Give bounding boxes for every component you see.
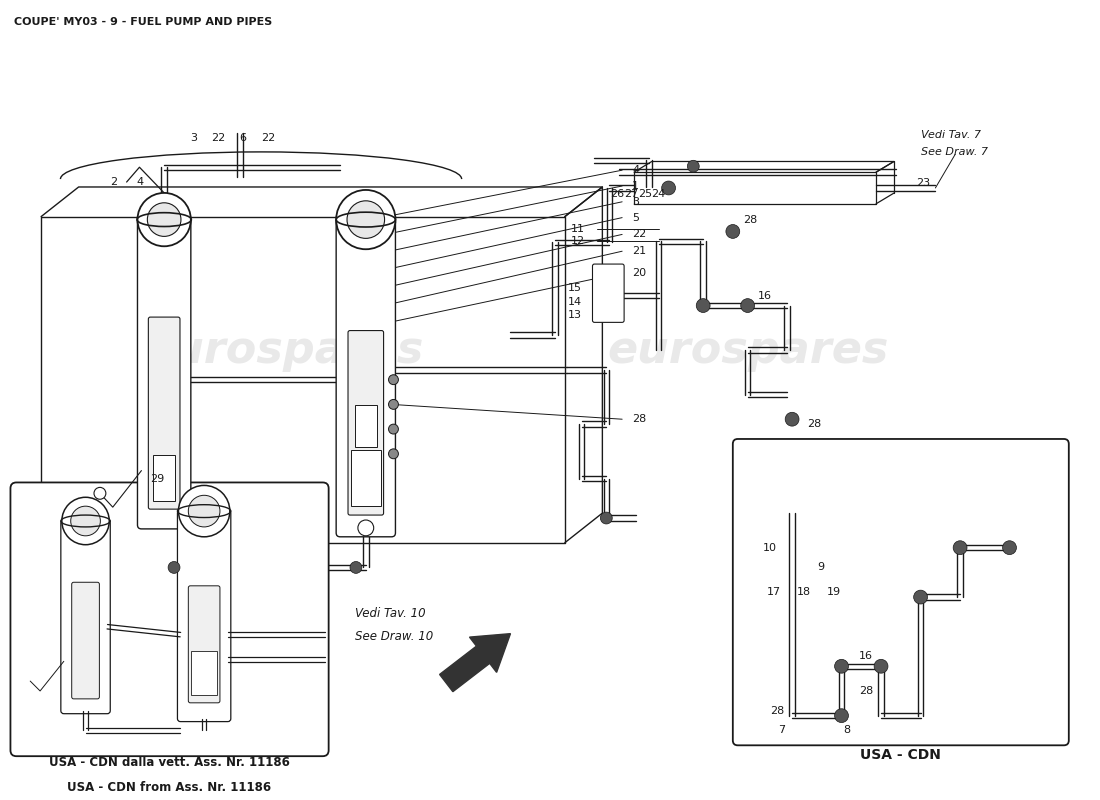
- Text: 28: 28: [859, 686, 873, 696]
- Text: eurospares: eurospares: [143, 329, 424, 371]
- Text: Vedi Tav. 10: Vedi Tav. 10: [355, 607, 426, 620]
- FancyBboxPatch shape: [191, 651, 217, 695]
- FancyBboxPatch shape: [348, 330, 384, 515]
- Circle shape: [346, 201, 385, 238]
- Circle shape: [662, 181, 675, 195]
- FancyBboxPatch shape: [10, 482, 329, 756]
- Text: See Draw. 10: See Draw. 10: [355, 630, 433, 643]
- Text: 3: 3: [190, 133, 197, 142]
- Text: USA - CDN from Ass. Nr. 11186: USA - CDN from Ass. Nr. 11186: [67, 782, 272, 794]
- Circle shape: [388, 424, 398, 434]
- Text: eurospares: eurospares: [607, 329, 889, 371]
- Circle shape: [337, 190, 395, 250]
- Circle shape: [388, 374, 398, 385]
- Circle shape: [358, 520, 374, 536]
- Circle shape: [168, 562, 180, 574]
- Text: 28: 28: [742, 214, 757, 225]
- FancyBboxPatch shape: [60, 520, 110, 714]
- Text: 9: 9: [817, 562, 824, 573]
- Text: 12: 12: [571, 236, 584, 246]
- FancyBboxPatch shape: [351, 450, 381, 506]
- Text: 22: 22: [261, 133, 275, 142]
- FancyBboxPatch shape: [153, 454, 175, 502]
- Text: 19: 19: [826, 587, 840, 597]
- Text: 6: 6: [240, 133, 246, 142]
- Text: 4: 4: [136, 177, 144, 187]
- Text: 7: 7: [779, 726, 785, 735]
- Text: Vedi Tav. 7: Vedi Tav. 7: [921, 130, 980, 140]
- FancyBboxPatch shape: [148, 317, 180, 509]
- Text: 8: 8: [844, 726, 850, 735]
- Circle shape: [603, 289, 616, 302]
- FancyBboxPatch shape: [72, 582, 99, 699]
- Text: 22: 22: [211, 133, 226, 142]
- Circle shape: [94, 487, 106, 499]
- Text: USA - CDN: USA - CDN: [860, 748, 942, 762]
- Circle shape: [785, 412, 799, 426]
- Circle shape: [178, 486, 230, 537]
- Circle shape: [1002, 541, 1016, 554]
- Circle shape: [874, 659, 888, 673]
- Circle shape: [954, 541, 967, 554]
- Text: 11: 11: [571, 225, 584, 234]
- Text: 15: 15: [568, 282, 582, 293]
- Circle shape: [835, 709, 848, 722]
- Text: 2: 2: [110, 177, 117, 187]
- Text: 14: 14: [568, 297, 582, 306]
- Text: 10: 10: [762, 542, 777, 553]
- Text: 1: 1: [632, 181, 639, 191]
- FancyBboxPatch shape: [337, 218, 395, 537]
- Text: 28: 28: [770, 706, 784, 716]
- Text: 16: 16: [859, 651, 873, 662]
- Text: 4: 4: [632, 165, 639, 175]
- Circle shape: [696, 298, 711, 313]
- FancyArrow shape: [440, 634, 510, 692]
- Circle shape: [388, 449, 398, 458]
- Circle shape: [835, 659, 848, 673]
- Circle shape: [138, 193, 190, 246]
- Text: 17: 17: [768, 587, 781, 597]
- Text: 23: 23: [915, 178, 930, 188]
- Circle shape: [188, 495, 220, 527]
- Circle shape: [147, 202, 182, 236]
- Text: USA - CDN dalla vett. Ass. Nr. 11186: USA - CDN dalla vett. Ass. Nr. 11186: [50, 756, 290, 769]
- Text: 25: 25: [638, 189, 652, 199]
- Text: 24: 24: [651, 189, 666, 199]
- FancyBboxPatch shape: [138, 218, 190, 529]
- Circle shape: [914, 590, 927, 604]
- FancyBboxPatch shape: [177, 510, 231, 722]
- Text: 16: 16: [758, 290, 771, 301]
- FancyBboxPatch shape: [593, 264, 624, 322]
- Circle shape: [70, 506, 100, 536]
- Text: COUPE' MY03 - 9 - FUEL PUMP AND PIPES: COUPE' MY03 - 9 - FUEL PUMP AND PIPES: [14, 17, 273, 27]
- Text: 13: 13: [568, 310, 582, 321]
- Text: 26: 26: [610, 189, 625, 199]
- Circle shape: [350, 562, 362, 574]
- FancyBboxPatch shape: [188, 586, 220, 703]
- Text: 21: 21: [632, 246, 646, 256]
- Text: 28: 28: [632, 414, 647, 424]
- Circle shape: [726, 225, 739, 238]
- Text: See Draw. 7: See Draw. 7: [921, 147, 988, 158]
- Circle shape: [688, 160, 700, 172]
- Circle shape: [62, 498, 109, 545]
- Text: 22: 22: [632, 230, 647, 239]
- Text: 20: 20: [632, 268, 646, 278]
- FancyBboxPatch shape: [355, 406, 376, 447]
- Circle shape: [601, 512, 613, 524]
- Text: 5: 5: [632, 213, 639, 222]
- Circle shape: [388, 399, 398, 410]
- FancyBboxPatch shape: [733, 439, 1069, 746]
- Text: 29: 29: [150, 474, 164, 483]
- Circle shape: [740, 298, 755, 313]
- Text: 27: 27: [624, 189, 638, 199]
- Text: 3: 3: [632, 197, 639, 207]
- Text: 28: 28: [807, 419, 822, 429]
- Text: 18: 18: [796, 587, 811, 597]
